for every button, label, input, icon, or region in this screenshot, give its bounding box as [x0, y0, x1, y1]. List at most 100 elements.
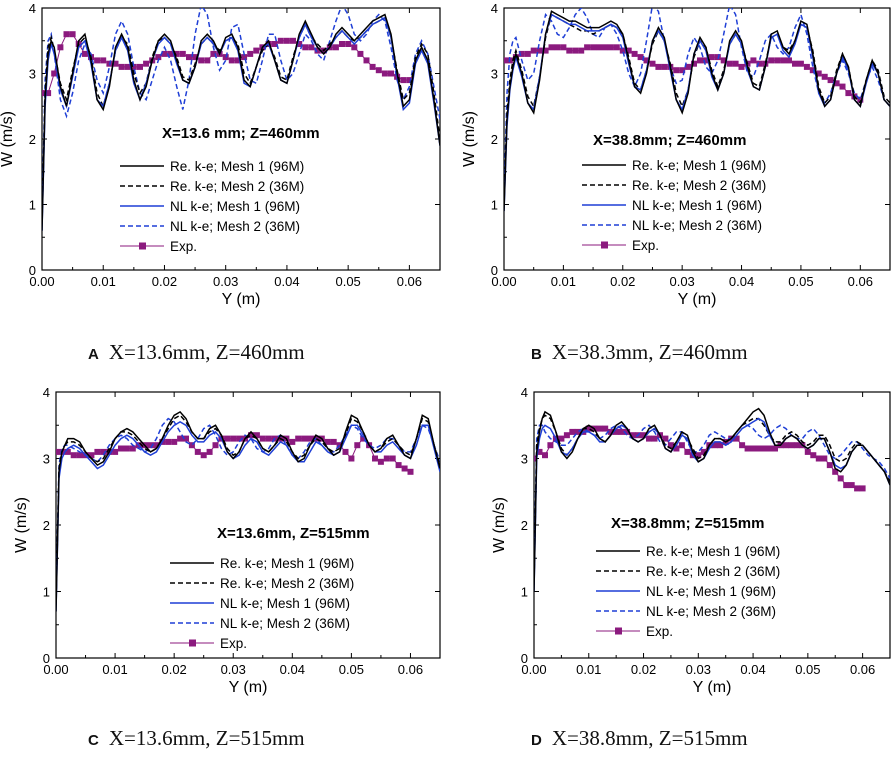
y-tick-label: 2 [491, 132, 498, 147]
y-tick-label: 0 [29, 263, 36, 278]
exp-marker [153, 442, 160, 449]
x-tick-label: 0.06 [848, 274, 873, 289]
exp-marker [375, 67, 382, 74]
x-axis-label: Y (m) [222, 291, 261, 308]
exp-marker [848, 482, 855, 489]
exp-marker [607, 428, 614, 435]
exp-marker [332, 44, 339, 51]
exp-marker [596, 44, 602, 51]
exp-marker [400, 77, 407, 84]
legend-label: Exp. [220, 636, 247, 651]
exp-marker [572, 47, 579, 54]
exp-marker [369, 63, 376, 70]
exp-marker [259, 435, 266, 442]
exp-marker [536, 47, 543, 54]
exp-marker [212, 442, 219, 449]
exp-marker [837, 475, 844, 482]
exp-marker [646, 435, 652, 442]
legend-label: NL k-e; Mesh 1 (96M) [632, 198, 762, 213]
caption-text-a: X=13.6mm, Z=460mm [108, 340, 305, 364]
exp-marker [265, 435, 272, 442]
y-tick-label: 0 [521, 651, 528, 666]
x-axis-label: Y (m) [693, 679, 732, 696]
exp-marker [283, 37, 290, 44]
chart-panel-d: 0.00 0.01 0.02 0.03 0.04 0.05 0.06 0 1 2 3 4 Y (m) W … [491, 385, 891, 696]
exp-marker [661, 63, 668, 70]
y-axis-label: W (m/s) [461, 111, 478, 167]
exp-marker [711, 442, 718, 449]
legend-label: NL k-e; Mesh 1 (96M) [170, 199, 300, 214]
exp-marker [308, 44, 315, 51]
exp-marker [554, 44, 561, 51]
exp-marker [192, 54, 199, 61]
exp-marker [744, 445, 751, 452]
exp-marker [357, 50, 364, 57]
exp-marker [100, 448, 107, 455]
y-axis-label: W (m/s) [491, 497, 508, 553]
exp-marker [248, 432, 254, 439]
legend-swatch-marker [139, 242, 146, 250]
exp-marker [348, 455, 355, 462]
exp-marker [662, 435, 669, 442]
exp-marker [395, 462, 402, 469]
exp-marker [678, 442, 685, 449]
exp-marker [673, 67, 680, 74]
legend-label: Re. k-e; Mesh 2 (36M) [646, 564, 780, 579]
exp-marker [339, 41, 345, 47]
y-tick-label: 0 [43, 651, 50, 666]
x-tick-label: 0.01 [576, 662, 601, 677]
exp-marker [173, 50, 180, 57]
caption-b: B X=38.3mm, Z=460mm [531, 340, 748, 365]
panel-annotation: X=38.8mm; Z=460mm [593, 132, 746, 149]
exp-marker [857, 96, 864, 103]
series-group [504, 8, 890, 212]
exp-marker [613, 44, 620, 51]
exp-marker [629, 432, 636, 439]
exp-marker [206, 448, 213, 455]
exp-marker [815, 70, 822, 77]
y-axis-label: W (m/s) [13, 497, 30, 553]
exp-marker [64, 448, 71, 455]
exp-marker [542, 452, 548, 459]
exp-marker [130, 63, 137, 70]
exp-marker [381, 70, 388, 77]
exp-marker [63, 31, 70, 38]
exp-marker [619, 47, 626, 54]
exp-marker [691, 60, 697, 67]
y-tick-label: 1 [491, 198, 498, 213]
exp-marker [631, 50, 638, 57]
x-tick-label: 0.03 [213, 274, 238, 289]
exp-marker [732, 60, 739, 67]
exp-marker [821, 455, 828, 462]
exp-marker [56, 448, 59, 455]
x-tick-label: 0.02 [161, 662, 186, 677]
y-tick-label: 3 [29, 67, 36, 82]
exp-marker [241, 54, 248, 61]
x-tick-label: 0.03 [669, 274, 694, 289]
exp-marker [685, 63, 692, 70]
legend-label: Exp. [170, 239, 197, 254]
exp-marker [679, 67, 686, 74]
legend-label: Exp. [632, 238, 659, 253]
legend-label: Re. k-e; Mesh 2 (36M) [632, 178, 766, 193]
exp-marker [625, 47, 632, 54]
exp-marker [70, 452, 77, 459]
legend-label: NL k-e; Mesh 2 (36M) [646, 604, 776, 619]
exp-marker [81, 50, 88, 57]
x-tick-label: 0.05 [795, 662, 820, 677]
exp-marker [383, 455, 390, 462]
exp-marker [76, 452, 83, 459]
exp-marker [57, 44, 64, 51]
exp-marker [761, 445, 767, 452]
exp-marker [810, 452, 817, 459]
y-tick-label: 1 [29, 198, 36, 213]
exp-marker [277, 37, 284, 44]
exp-marker [295, 435, 302, 442]
caption-text-d: X=38.8mm, Z=515mm [551, 726, 748, 750]
x-tick-label: 0.06 [397, 274, 422, 289]
y-tick-label: 1 [43, 585, 50, 600]
exp-marker [377, 458, 384, 465]
exp-marker [228, 57, 235, 64]
x-tick-label: 0.03 [686, 662, 711, 677]
